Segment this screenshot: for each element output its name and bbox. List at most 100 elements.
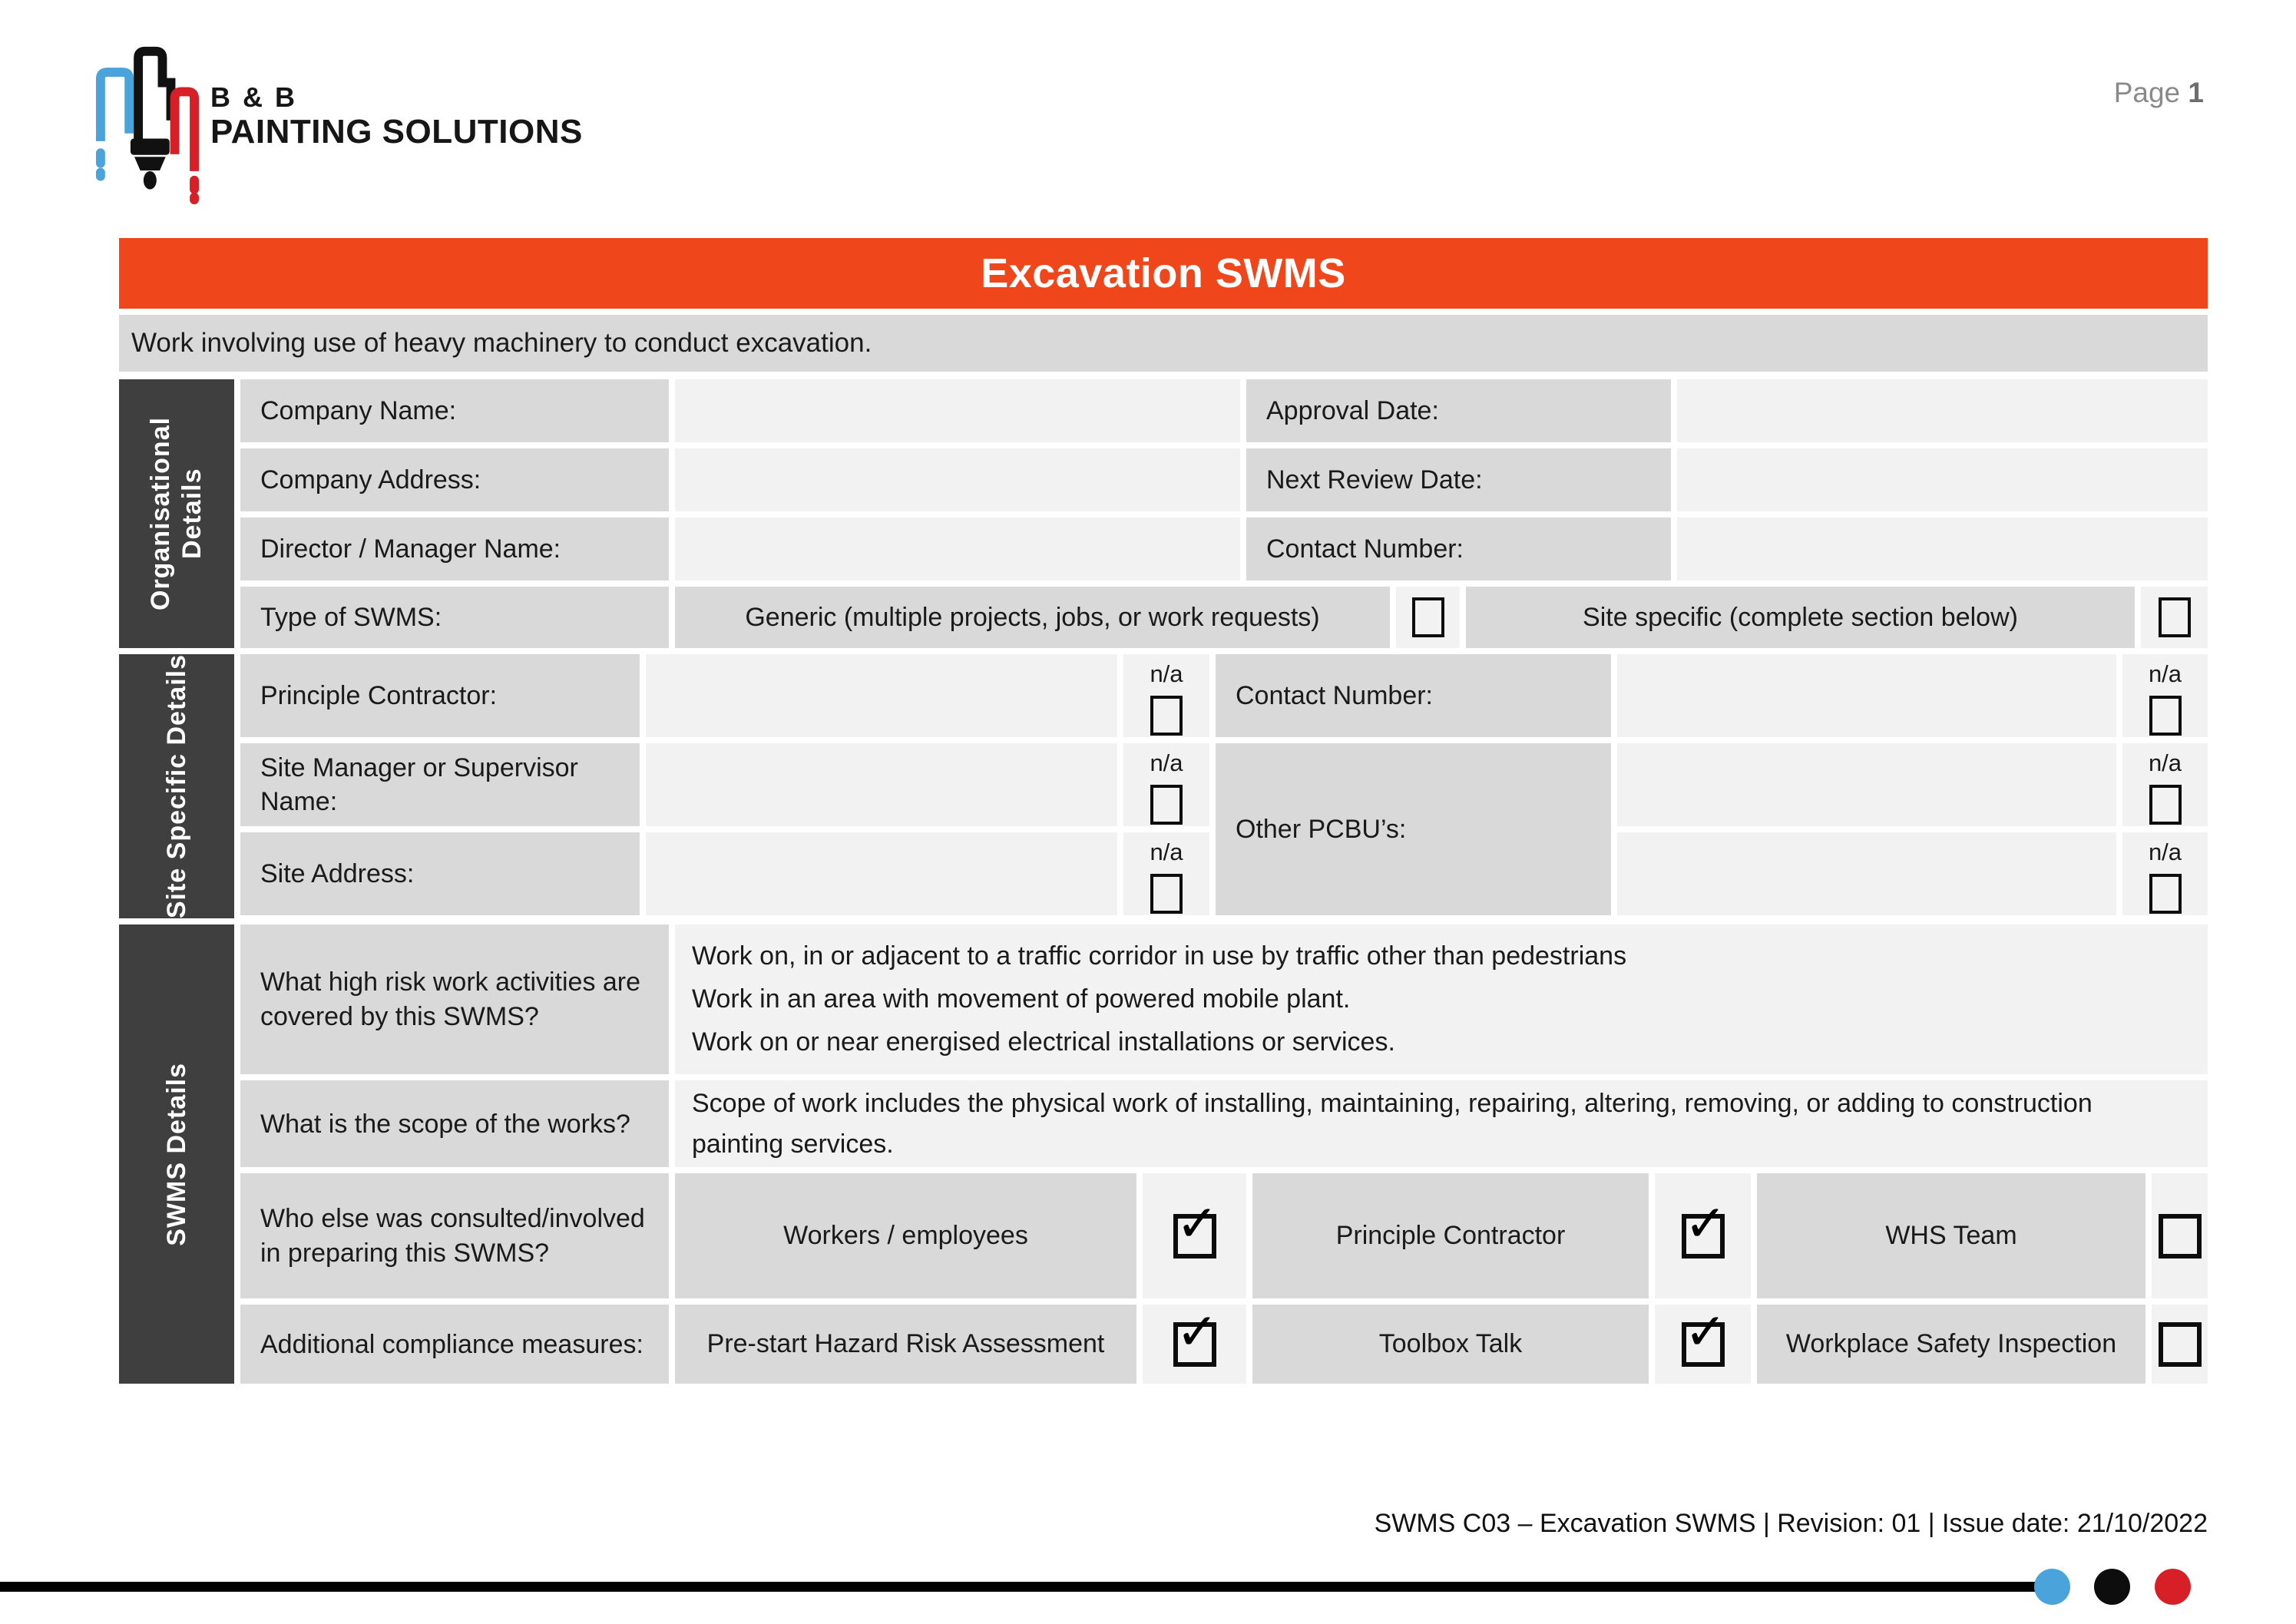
director-manager-name-value[interactable] bbox=[675, 518, 1240, 580]
workers-checkbox-cell: ✓ bbox=[1143, 1173, 1246, 1299]
section-swms-details: SWMS Details What high risk work activit… bbox=[119, 924, 2208, 1384]
table-row-high-risk: What high risk work activities are cover… bbox=[240, 924, 2208, 1075]
na-label: n/a bbox=[2148, 749, 2182, 776]
other-pcbus-na-cell-1: n/a bbox=[2122, 743, 2208, 826]
organisational-details-label: Organisational Details bbox=[146, 416, 207, 611]
section-organisational-details: Organisational Details Company Name: App… bbox=[119, 379, 2208, 648]
page-number-value: 1 bbox=[2188, 77, 2204, 108]
logo-company-name: B & B bbox=[210, 81, 297, 113]
workers-checkbox[interactable]: ✓ bbox=[1173, 1198, 1219, 1259]
generic-swms-option-label: Generic (multiple projects, jobs, or wor… bbox=[675, 587, 1390, 648]
site-manager-value[interactable] bbox=[646, 743, 1117, 826]
company-address-label: Company Address: bbox=[240, 448, 669, 511]
contact-number-value[interactable] bbox=[1677, 518, 2208, 580]
footer-rule bbox=[0, 1582, 2053, 1592]
principle-contractor-label: Principle Contractor: bbox=[240, 654, 640, 737]
page-number: Page 1 bbox=[2114, 77, 2204, 109]
principle-contractor-checkbox-cell: ✓ bbox=[1655, 1173, 1751, 1299]
type-of-swms-label: Type of SWMS: bbox=[240, 587, 669, 648]
na-label: n/a bbox=[1150, 838, 1183, 865]
check-mark-icon: ✓ bbox=[1684, 1302, 1727, 1361]
painting-buildings-icon bbox=[91, 42, 200, 205]
principle-contractor-value[interactable] bbox=[646, 654, 1117, 737]
site-specific-checkbox[interactable] bbox=[2158, 597, 2191, 637]
table-row: Director / Manager Name: Contact Number: bbox=[240, 518, 2208, 580]
scope-of-works-text: Scope of work includes the physical work… bbox=[675, 1080, 2208, 1168]
check-mark-icon: ✓ bbox=[1176, 1193, 1219, 1253]
organisational-details-sidebar: Organisational Details bbox=[119, 379, 234, 648]
swms-details-label: SWMS Details bbox=[161, 1062, 191, 1246]
site-specific-checkbox-cell bbox=[2141, 587, 2208, 648]
site-manager-na-checkbox[interactable] bbox=[1150, 785, 1183, 825]
site-address-na-checkbox[interactable] bbox=[1150, 874, 1183, 914]
high-risk-item: Work on, in or adjacent to a traffic cor… bbox=[692, 941, 1627, 971]
swms-form: Excavation SWMS Work involving use of he… bbox=[119, 238, 2208, 1390]
prestart-checkbox-cell: ✓ bbox=[1143, 1305, 1246, 1384]
other-pcbus-label: Other PCBU’s: bbox=[1216, 743, 1611, 915]
footer-dot-black bbox=[2094, 1569, 2130, 1605]
toolbox-talk-checkbox-cell: ✓ bbox=[1655, 1305, 1751, 1384]
consulted-option-principle-contractor: Principle Contractor bbox=[1252, 1173, 1649, 1299]
high-risk-activities-text: Work on, in or adjacent to a traffic cor… bbox=[675, 924, 2208, 1075]
site-contact-number-na-checkbox[interactable] bbox=[2149, 696, 2182, 736]
other-pcbus-value-2[interactable] bbox=[1617, 832, 2116, 915]
whs-team-checkbox-cell bbox=[2152, 1173, 2208, 1299]
document-title: Excavation SWMS bbox=[981, 250, 1346, 296]
compliance-option-toolbox-talk: Toolbox Talk bbox=[1252, 1305, 1649, 1384]
na-label: n/a bbox=[1150, 660, 1183, 687]
additional-compliance-label: Additional compliance measures: bbox=[240, 1305, 669, 1384]
na-label: n/a bbox=[2148, 660, 2182, 687]
site-specific-details-sidebar: Site Specific Details bbox=[119, 654, 234, 919]
site-manager-label: Site Manager or Supervisor Name: bbox=[240, 743, 640, 826]
table-row-scope: What is the scope of the works? Scope of… bbox=[240, 1080, 2208, 1168]
site-address-label: Site Address: bbox=[240, 832, 640, 915]
site-contact-number-label: Contact Number: bbox=[1216, 654, 1611, 737]
table-row-type-of-swms: Type of SWMS: Generic (multiple projects… bbox=[240, 587, 2208, 648]
company-name-value[interactable] bbox=[675, 379, 1240, 442]
company-address-value[interactable] bbox=[675, 448, 1240, 511]
site-specific-details-label: Site Specific Details bbox=[161, 654, 191, 919]
next-review-date-value[interactable] bbox=[1677, 448, 2208, 511]
generic-swms-checkbox[interactable] bbox=[1411, 597, 1444, 637]
principle-contractor-checkbox[interactable]: ✓ bbox=[1681, 1198, 1727, 1259]
principle-contractor-na-checkbox[interactable] bbox=[1150, 696, 1183, 736]
prestart-checkbox[interactable]: ✓ bbox=[1173, 1306, 1219, 1367]
approval-date-label: Approval Date: bbox=[1246, 379, 1671, 442]
document-reference: SWMS C03 – Excavation SWMS | Revision: 0… bbox=[1374, 1509, 2208, 1538]
next-review-date-label: Next Review Date: bbox=[1246, 448, 1671, 511]
principle-contractor-na-cell: n/a bbox=[1123, 654, 1209, 737]
table-row: Company Name: Approval Date: bbox=[240, 379, 2208, 442]
workplace-inspection-checkbox[interactable] bbox=[2158, 1321, 2202, 1367]
compliance-option-workplace-inspection: Workplace Safety Inspection bbox=[1757, 1305, 2145, 1384]
other-pcbus-na-cell-2: n/a bbox=[2122, 832, 2208, 915]
other-pcbus-value-1[interactable] bbox=[1617, 743, 2116, 826]
other-pcbus-na-checkbox-1[interactable] bbox=[2149, 785, 2182, 825]
approval-date-value[interactable] bbox=[1677, 379, 2208, 442]
table-row-consulted: Who else was consulted/involved in prepa… bbox=[240, 1173, 2208, 1299]
site-address-na-cell: n/a bbox=[1123, 832, 1209, 915]
logo-company-tagline: PAINTING SOLUTIONS bbox=[210, 112, 583, 150]
high-risk-activities-label: What high risk work activities are cover… bbox=[240, 924, 669, 1075]
na-label: n/a bbox=[1150, 749, 1183, 776]
company-logo: B & B PAINTING SOLUTIONS bbox=[91, 42, 583, 205]
site-address-value[interactable] bbox=[646, 832, 1117, 915]
na-label: n/a bbox=[2148, 838, 2182, 865]
footer-dot-red bbox=[2155, 1569, 2191, 1605]
site-contact-number-na-cell: n/a bbox=[2122, 654, 2208, 737]
section-site-specific-details: Site Specific Details Principle Contract… bbox=[119, 654, 2208, 919]
swms-details-sidebar: SWMS Details bbox=[119, 924, 234, 1384]
toolbox-talk-checkbox[interactable]: ✓ bbox=[1681, 1306, 1727, 1367]
site-contact-number-value[interactable] bbox=[1617, 654, 2116, 737]
scope-of-works-label: What is the scope of the works? bbox=[240, 1080, 669, 1168]
check-mark-icon: ✓ bbox=[1176, 1302, 1219, 1361]
document-title-bar: Excavation SWMS bbox=[119, 238, 2208, 309]
high-risk-item: Work in an area with movement of powered… bbox=[692, 984, 1351, 1014]
whs-team-checkbox[interactable] bbox=[2158, 1213, 2202, 1259]
consulted-label: Who else was consulted/involved in prepa… bbox=[240, 1173, 669, 1299]
other-pcbus-na-checkbox-2[interactable] bbox=[2149, 874, 2182, 914]
site-specific-option-label: Site specific (complete section below) bbox=[1466, 587, 2135, 648]
high-risk-item: Work on or near energised electrical ins… bbox=[692, 1027, 1395, 1057]
consulted-option-whs-team: WHS Team bbox=[1757, 1173, 2145, 1299]
generic-swms-checkbox-cell bbox=[1396, 587, 1460, 648]
consulted-option-workers: Workers / employees bbox=[675, 1173, 1136, 1299]
